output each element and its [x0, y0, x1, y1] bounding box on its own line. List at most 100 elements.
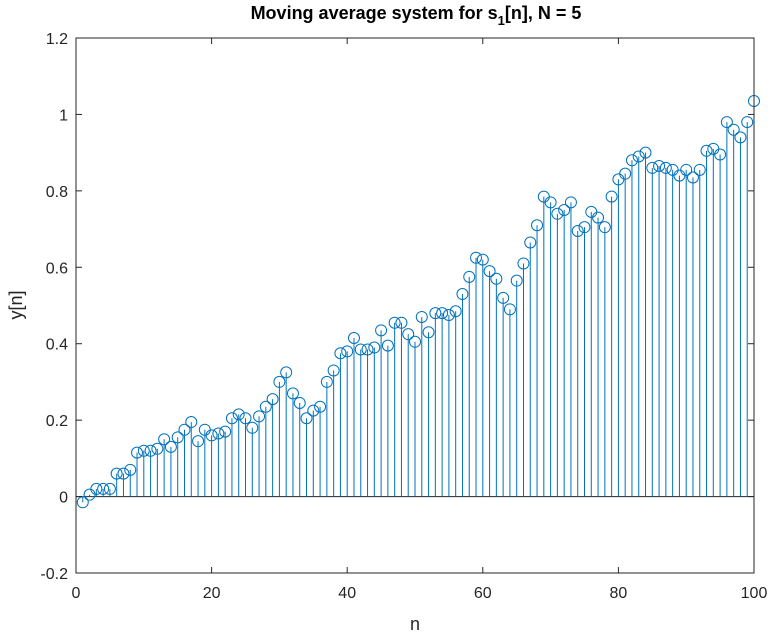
- stem-marker: [524, 236, 537, 249]
- y-tick-label: -0.2: [40, 566, 68, 583]
- stem-marker: [592, 211, 605, 224]
- stem-marker: [714, 148, 727, 161]
- stem-marker: [497, 291, 510, 304]
- stem-marker: [686, 171, 699, 184]
- stem-marker: [110, 467, 123, 480]
- stem-marker: [503, 303, 516, 316]
- stem-marker: [280, 366, 293, 379]
- stem-marker: [246, 421, 259, 434]
- markers-layer: [76, 95, 760, 509]
- stem-marker: [605, 190, 618, 203]
- stem-marker: [320, 375, 333, 388]
- stem-marker: [164, 440, 177, 453]
- stem-marker: [490, 272, 503, 285]
- stem-marker: [354, 343, 367, 356]
- stem-marker: [307, 404, 320, 417]
- stem-marker: [659, 161, 672, 174]
- stem-marker: [103, 482, 116, 495]
- stem-marker: [158, 433, 171, 446]
- chart-title-subscript: 1: [498, 13, 505, 28]
- y-tick-label: 0.8: [46, 184, 68, 201]
- stem-marker: [293, 396, 306, 409]
- stem-marker: [578, 221, 591, 234]
- stem-marker: [334, 347, 347, 360]
- x-tick-label: 100: [741, 585, 768, 602]
- stem-marker: [178, 423, 191, 436]
- ticks-layer: [75, 37, 755, 574]
- stem-marker: [558, 203, 571, 216]
- x-tick-label: 80: [610, 585, 628, 602]
- stem-marker: [368, 341, 381, 354]
- stem-marker: [402, 328, 415, 341]
- stem-marker: [185, 416, 198, 429]
- stem-marker: [470, 251, 483, 264]
- stem-marker: [734, 131, 747, 144]
- stem-marker: [415, 310, 428, 323]
- y-axis-label: y[n]: [6, 290, 26, 319]
- stem-marker: [700, 144, 713, 157]
- stem-marker: [286, 387, 299, 400]
- stem-marker: [544, 196, 557, 209]
- stem-marker: [436, 307, 449, 320]
- stem-marker: [212, 427, 225, 440]
- stem-marker: [422, 326, 435, 339]
- stem-marker: [314, 400, 327, 413]
- stem-marker: [429, 307, 442, 320]
- stem-marker: [225, 412, 238, 425]
- stem-marker: [97, 482, 110, 495]
- x-tick-label: 20: [203, 585, 221, 602]
- chart-title: Moving average system for s1[n], N = 5: [251, 3, 582, 28]
- stem-marker: [449, 305, 462, 318]
- stem-marker: [551, 207, 564, 220]
- x-tick-labels: 0 20 40 60 80 100: [72, 585, 768, 602]
- stem-marker: [442, 309, 455, 322]
- y-tick-label: 1.2: [46, 31, 68, 48]
- stem-marker: [327, 364, 340, 377]
- stem-marker: [117, 467, 130, 480]
- stem-marker: [232, 408, 245, 421]
- stem-marker: [625, 154, 638, 167]
- y-tick-label: 0.6: [46, 260, 68, 277]
- stem-marker: [381, 339, 394, 352]
- y-tick-label: 0.4: [46, 337, 68, 354]
- stem-marker: [219, 425, 232, 438]
- stem-marker: [171, 431, 184, 444]
- stem-marker: [456, 288, 469, 301]
- stem-marker: [680, 163, 693, 176]
- stem-marker: [137, 444, 150, 457]
- x-tick-label: 40: [338, 585, 356, 602]
- stem-marker: [76, 496, 89, 509]
- stem-marker: [144, 444, 157, 457]
- stem-marker: [476, 253, 489, 266]
- stem-marker: [300, 412, 313, 425]
- stem-marker: [693, 163, 706, 176]
- stem-marker: [192, 435, 205, 448]
- stem-marker: [741, 116, 754, 129]
- plot-box: [75, 37, 755, 574]
- y-tick-label: 0.2: [46, 413, 68, 430]
- x-axis-label: n: [410, 614, 420, 634]
- stem-marker: [727, 123, 740, 136]
- stem-marker: [564, 196, 577, 209]
- stem-marker: [266, 393, 279, 406]
- stem-marker: [571, 224, 584, 237]
- stem-marker: [124, 463, 137, 476]
- stem-marker: [619, 167, 632, 180]
- y-tick-label: 1: [59, 107, 68, 124]
- stem-marker: [463, 270, 476, 283]
- x-tick-label: 0: [72, 585, 81, 602]
- stem-marker: [341, 345, 354, 358]
- stem-marker: [347, 331, 360, 344]
- stem-marker: [517, 257, 530, 270]
- stem-marker: [510, 274, 523, 287]
- stem-marker: [205, 429, 218, 442]
- chart-title-rest: [n], N = 5: [505, 3, 582, 23]
- stem-marker: [253, 410, 266, 423]
- y-tick-label: 0: [59, 490, 68, 507]
- stem-marker: [639, 146, 652, 159]
- stem-marker: [388, 316, 401, 329]
- stem-marker: [646, 161, 659, 174]
- stem-marker: [273, 375, 286, 388]
- stem-marker: [720, 116, 733, 129]
